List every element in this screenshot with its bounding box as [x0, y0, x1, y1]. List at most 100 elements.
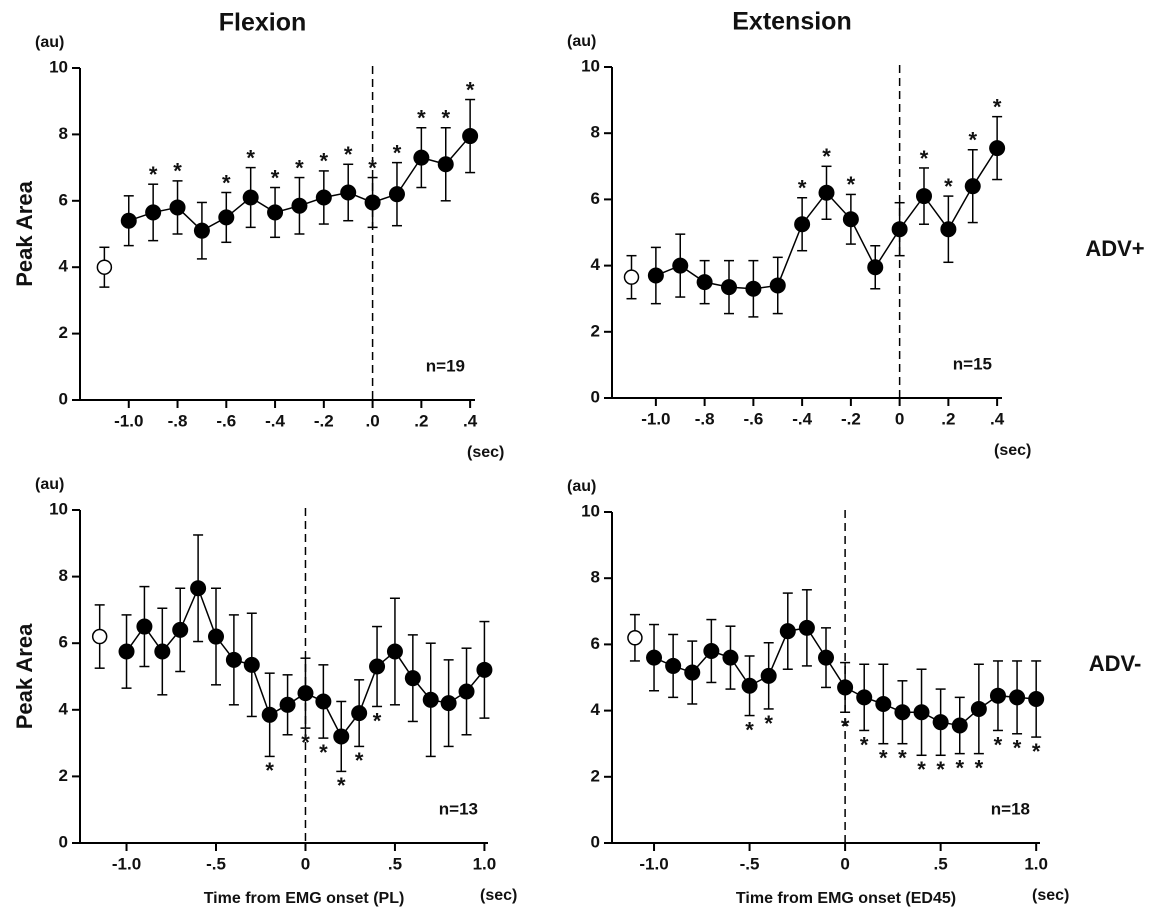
significance-mark: * [994, 732, 1003, 757]
data-point [875, 695, 892, 712]
data-point [769, 277, 786, 294]
data-point [940, 221, 957, 238]
y-tick-label: 0 [591, 832, 600, 851]
data-point [291, 197, 308, 214]
x-tick-label: 1.0 [1024, 854, 1048, 873]
y-tick-label: 2 [59, 323, 68, 342]
data-point [242, 189, 259, 206]
data-point [364, 194, 381, 211]
y-tick-label: 4 [59, 699, 69, 718]
data-point [208, 628, 224, 645]
data-point [120, 212, 137, 229]
baseline-point [627, 630, 643, 646]
y-unit: (au) [567, 33, 596, 50]
significance-mark: * [975, 755, 984, 780]
y-tick-label: 4 [59, 257, 69, 276]
x-tick-label: .4 [463, 411, 478, 430]
significance-mark: * [337, 773, 346, 798]
significance-mark: * [936, 757, 945, 782]
data-point [462, 128, 479, 145]
x-unit: (sec) [1032, 887, 1069, 904]
x-tick-label: -.4 [792, 409, 812, 428]
n-label: n=19 [426, 356, 465, 375]
data-point [1028, 691, 1045, 708]
significance-mark: * [993, 94, 1002, 119]
y-unit: (au) [35, 476, 64, 493]
x-tick-label: .0 [365, 411, 379, 430]
significance-mark: * [222, 170, 231, 195]
significance-mark: * [246, 145, 255, 170]
data-point [970, 700, 987, 717]
x-tick-label: -.8 [168, 411, 188, 430]
significance-mark: * [822, 144, 831, 169]
data-point [413, 149, 430, 166]
data-point [404, 670, 421, 687]
data-point [798, 619, 815, 636]
data-point [440, 695, 457, 712]
significance-mark: * [373, 708, 382, 733]
baseline-point [91, 628, 108, 645]
data-point [837, 679, 854, 696]
significance-mark: * [344, 142, 353, 167]
significance-mark: * [745, 717, 754, 742]
significance-mark: * [265, 758, 274, 783]
y-tick-label: 0 [591, 387, 600, 406]
data-point [818, 649, 834, 666]
x-axis-title: Time from EMG onset (PL) [204, 890, 405, 907]
data-point [741, 677, 758, 694]
data-point [794, 216, 811, 233]
significance-mark: * [1032, 739, 1041, 764]
significance-mark: * [466, 77, 475, 102]
significance-mark: * [920, 146, 929, 171]
data-point [351, 705, 368, 722]
y-tick-label: 8 [591, 568, 600, 587]
data-point [169, 199, 186, 216]
n-label: n=13 [439, 799, 478, 818]
significance-mark: * [173, 159, 182, 184]
y-axis-title: Peak Area [12, 623, 37, 729]
y-tick-label: 6 [59, 190, 68, 209]
data-point [989, 140, 1006, 157]
significance-mark: * [149, 162, 158, 187]
y-tick-label: 4 [591, 700, 601, 719]
significance-mark: * [301, 730, 310, 755]
data-point [696, 274, 713, 291]
data-point [369, 658, 386, 675]
x-tick-label: -.2 [314, 411, 334, 430]
x-tick-label: .4 [990, 409, 1005, 428]
data-point [722, 649, 739, 666]
data-point [703, 643, 720, 660]
data-point [721, 279, 737, 296]
significance-mark: * [764, 711, 773, 736]
x-unit: (sec) [994, 442, 1031, 459]
data-point [136, 618, 153, 635]
data-point [261, 706, 278, 723]
significance-mark: * [944, 174, 953, 199]
significance-mark: * [1013, 736, 1022, 761]
x-tick-label: .5 [934, 854, 948, 873]
data-point [118, 643, 135, 660]
y-tick-label: 6 [591, 634, 600, 653]
x-tick-label: -.5 [740, 854, 760, 873]
data-point [476, 661, 493, 678]
data-point [913, 704, 930, 721]
x-axis-title: Time from EMG onset (ED45) [736, 890, 956, 907]
significance-mark: * [860, 732, 869, 757]
data-point [315, 693, 332, 710]
x-tick-label: -1.0 [639, 854, 668, 873]
data-point [422, 691, 439, 708]
x-tick-label: -.6 [743, 409, 763, 428]
x-tick-label: -1.0 [114, 411, 143, 430]
chart-title: Extension [732, 8, 851, 36]
data-point [745, 280, 762, 297]
significance-mark: * [393, 140, 402, 165]
significance-mark: * [368, 155, 377, 180]
data-point [951, 717, 968, 734]
data-point [964, 178, 981, 195]
y-tick-label: 10 [49, 499, 68, 518]
x-tick-label: .2 [414, 411, 428, 430]
significance-mark: * [295, 155, 304, 180]
data-point [856, 689, 873, 706]
y-tick-label: 8 [591, 123, 600, 142]
y-tick-label: 2 [59, 766, 68, 785]
